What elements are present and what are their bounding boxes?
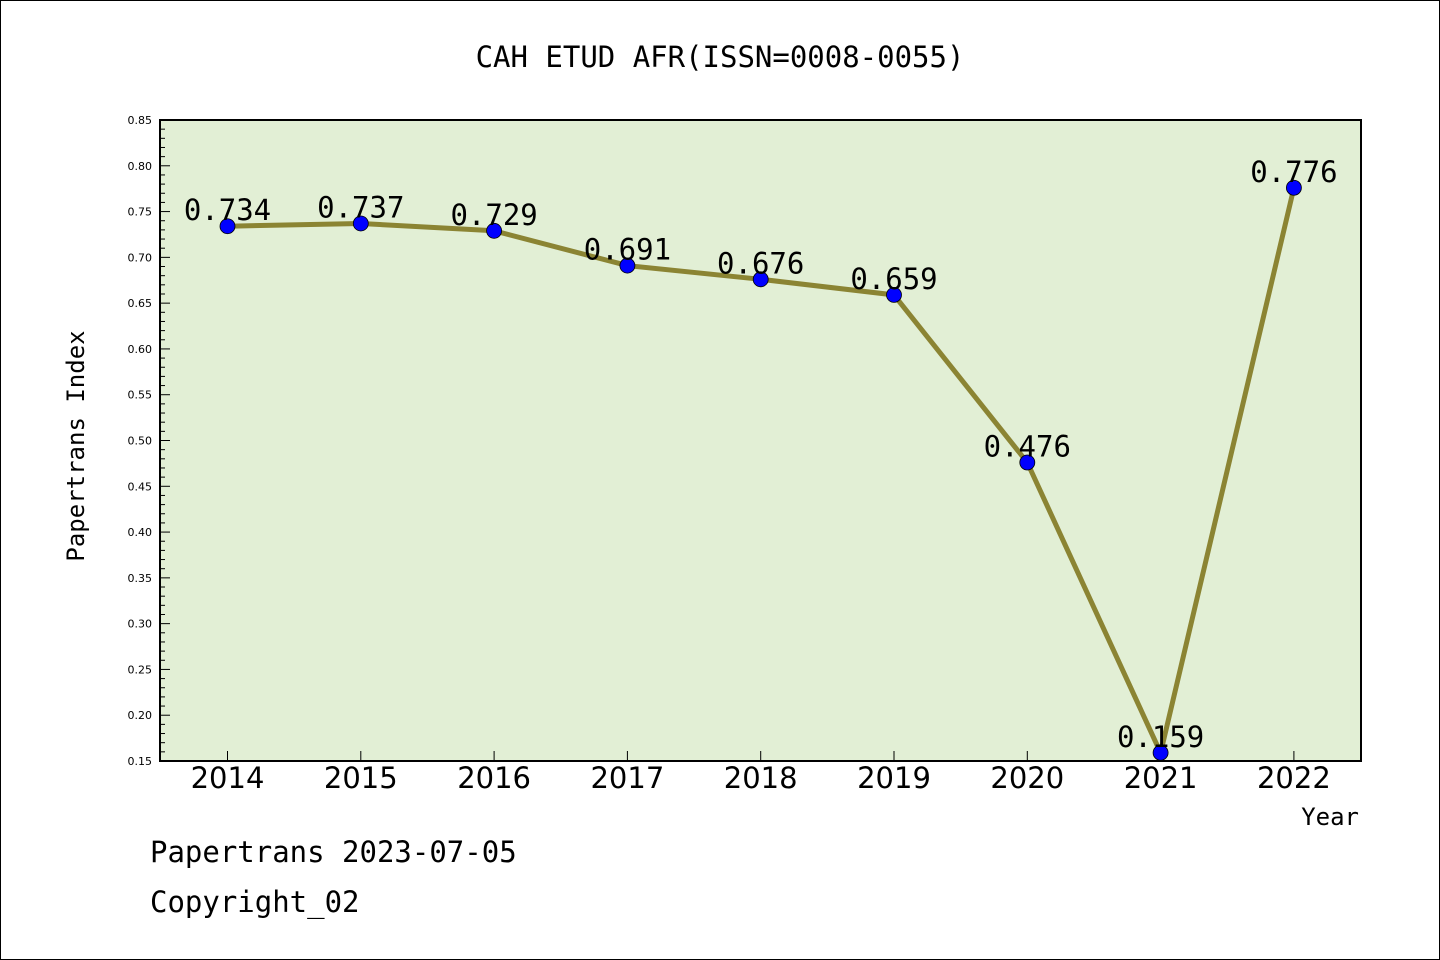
- x-tick-label: 2019: [857, 761, 931, 795]
- y-tick-label: 0.25: [128, 663, 153, 676]
- y-tick-label: 0.20: [128, 709, 153, 722]
- data-point: [752, 271, 769, 288]
- x-tick-label: 2022: [1257, 761, 1331, 795]
- y-tick-label: 0.45: [128, 480, 153, 493]
- data-label: 0.729: [450, 198, 537, 232]
- x-tick-label: 2020: [990, 761, 1064, 795]
- data-point: [486, 222, 503, 239]
- data-point: [1286, 179, 1302, 196]
- y-tick-label: 0.55: [128, 389, 153, 402]
- x-tick-label: 2021: [1124, 761, 1198, 795]
- data-point: [1019, 454, 1036, 471]
- data-label: 0.734: [184, 193, 271, 227]
- data-point: [1152, 744, 1169, 761]
- y-tick-label: 0.50: [128, 435, 153, 448]
- data-label: 0.776: [1250, 155, 1337, 189]
- y-axis-label: Papertrans Index: [62, 330, 90, 561]
- y-tick-label: 0.80: [128, 160, 153, 173]
- data-label: 0.476: [984, 429, 1071, 463]
- y-tick-label: 0.75: [128, 206, 153, 219]
- y-tick-label: 0.65: [128, 297, 153, 310]
- y-tick-label: 0.15: [128, 755, 153, 768]
- y-tick-label: 0.35: [128, 572, 153, 585]
- data-label: 0.691: [584, 233, 671, 267]
- data-point: [886, 287, 902, 303]
- x-tick-label: 2018: [724, 761, 798, 795]
- data-label: 0.676: [717, 246, 804, 280]
- series-markers: [219, 179, 1302, 761]
- data-point: [619, 257, 636, 274]
- data-labels: 0.734 0.737 0.729 0.691 0.676 0.659 0.476 0.159…: [184, 155, 1338, 754]
- footer-source: Papertrans 2023-07-05: [150, 835, 517, 869]
- data-point: [219, 218, 236, 235]
- x-tick-label: 2017: [590, 761, 664, 795]
- y-tick-label: 0.30: [128, 618, 153, 631]
- y-tick-label: 0.70: [128, 251, 153, 264]
- chart-title: CAH ETUD AFR(ISSN=0008-0055): [476, 40, 965, 74]
- data-label: 0.159: [1117, 720, 1204, 754]
- footer-copyright: Copyright_02: [150, 885, 360, 919]
- y-tick-label: 0.40: [128, 526, 153, 539]
- x-axis-label: Year: [1301, 803, 1359, 831]
- x-tick-label: 2014: [191, 761, 265, 795]
- x-tick-label: 2016: [457, 761, 531, 795]
- data-point: [352, 215, 369, 232]
- y-axis: 0.15 0.20 0.25 0.30 0.35 0.40 0.45 0.50 0.55 0.60…: [128, 114, 170, 768]
- x-axis: 2014 2015 2016 2017 2018 2019 2020 2021 2022: [191, 751, 1331, 795]
- data-label: 0.659: [850, 262, 937, 296]
- y-tick-label: 0.60: [128, 343, 153, 356]
- y-tick-label: 0.85: [128, 114, 153, 127]
- data-label: 0.737: [317, 190, 404, 224]
- x-tick-label: 2015: [324, 761, 398, 795]
